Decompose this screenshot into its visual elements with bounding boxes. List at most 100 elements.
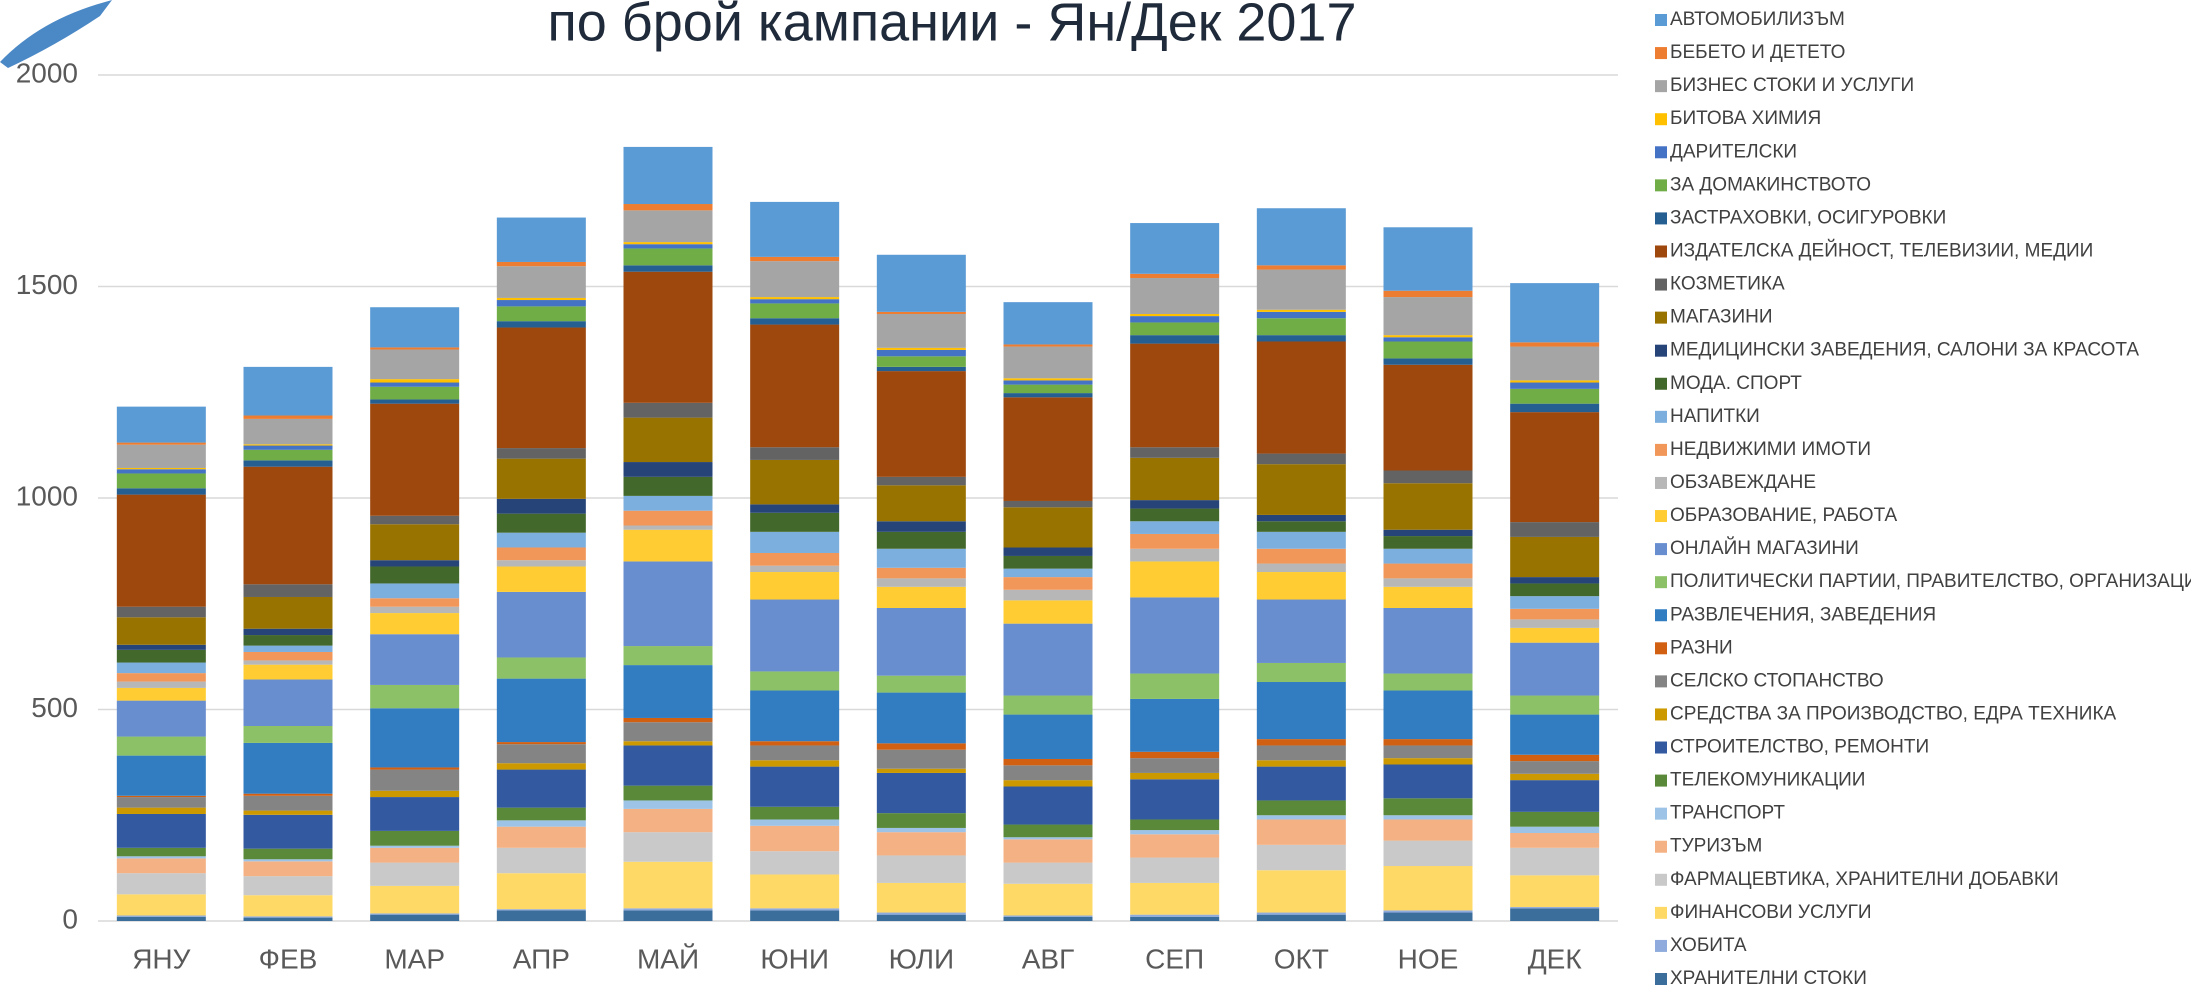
bar-segment (496, 763, 586, 770)
bar-segment (370, 403, 460, 516)
bar-segment (1130, 223, 1220, 274)
bar-segment (1256, 662, 1346, 683)
bar-segment (750, 690, 840, 742)
bar-segment (496, 910, 586, 921)
bar-segment (750, 910, 840, 921)
bar-segment (116, 916, 206, 921)
bar-segment (876, 485, 966, 522)
bar-segment (1003, 500, 1093, 508)
bar-segment (1130, 751, 1220, 759)
legend-swatch (1655, 443, 1667, 456)
bar-segment (1510, 908, 1600, 921)
x-tick-label: СЕП (1145, 943, 1204, 974)
bar-segment (750, 806, 840, 820)
bar-segment (750, 459, 840, 505)
bar-segment (1256, 335, 1346, 342)
bar-segment (1130, 343, 1220, 448)
legend-label: ЗАСТРАХОВКИ, ОСИГУРОВКИ (1670, 207, 1946, 228)
bar-segment (496, 560, 586, 567)
bar-segment (1256, 844, 1346, 871)
bar-segment (1130, 561, 1220, 598)
bar-segment (750, 599, 840, 672)
bar-segment (370, 708, 460, 768)
bar-segment (1003, 765, 1093, 781)
bar-segment (750, 297, 840, 300)
bar-segment (1130, 508, 1220, 522)
bar-segment (116, 687, 206, 701)
legend-swatch (1655, 410, 1667, 423)
bar-segment (876, 813, 966, 828)
bar-segment (1383, 578, 1473, 587)
bar-segment (750, 819, 840, 826)
decoration (0, 0, 112, 68)
bar-segment (623, 495, 713, 511)
x-tick-label: ЮЛИ (889, 943, 955, 974)
legend-swatch (1655, 543, 1667, 556)
bar-segment (1510, 608, 1600, 620)
bar-segment (623, 265, 713, 272)
bar-segment (623, 722, 713, 742)
legend-swatch (1655, 476, 1667, 489)
legend-label: ТЕЛЕКОМУНИКАЦИИ (1670, 770, 1865, 791)
bar-segment (1003, 346, 1093, 379)
bar-segment (243, 584, 333, 597)
bar-segment (750, 741, 840, 746)
bar-segment (1130, 597, 1220, 674)
legend-label: МЕДИЦИНСКИ ЗАВЕДЕНИЯ, САЛОНИ ЗА КРАСОТА (1670, 340, 2139, 361)
bar-segment (1510, 847, 1600, 876)
bar-segment (1256, 819, 1346, 845)
legend-swatch (1655, 80, 1667, 93)
bar-segment (243, 848, 333, 860)
chart-title: по брой кампании - Ян/Дек 2017 (548, 0, 1357, 52)
bar-segment (623, 476, 713, 496)
bar-segment (750, 766, 840, 807)
legend-label: БЕБЕТО И ДЕТЕТО (1670, 42, 1845, 63)
bar-segment (1510, 833, 1600, 848)
bar-segment (1003, 555, 1093, 569)
bar-segment (370, 769, 460, 791)
bar-segment (1003, 568, 1093, 578)
bar-segment (1003, 380, 1093, 385)
bar-segment (623, 717, 713, 723)
bar-segment (1256, 682, 1346, 740)
legend-swatch (1655, 939, 1667, 952)
bar-segment (370, 613, 460, 635)
bar-segment (876, 882, 966, 913)
legend-swatch (1655, 311, 1667, 324)
bar-segment (243, 916, 333, 918)
y-tick-label: 500 (31, 692, 78, 723)
bar-segment (370, 684, 460, 709)
bar-segment (496, 909, 586, 911)
legend-swatch (1655, 708, 1667, 721)
legend-label: ХРАНИТЕЛНИ СТОКИ (1670, 968, 1867, 989)
bar-segment (1383, 563, 1473, 579)
bar-segment (1003, 915, 1093, 917)
bar-segment (116, 858, 206, 874)
bar-segment (876, 311, 966, 314)
bar-segment (1256, 815, 1346, 820)
bar-segment (243, 660, 333, 665)
bar-segment (1510, 380, 1600, 383)
bar-segment (1003, 577, 1093, 590)
bar-segment (1130, 278, 1220, 314)
bar-segment (116, 617, 206, 645)
bar-segment (1383, 840, 1473, 867)
bar-segment (750, 256, 840, 262)
x-tick-label: МАР (384, 943, 445, 974)
bar-segment (750, 572, 840, 600)
bar-segment (876, 567, 966, 579)
bar-segment (1256, 745, 1346, 761)
bar-segment (116, 681, 206, 688)
bar-segment (1003, 378, 1093, 381)
bar-segment (1510, 596, 1600, 609)
bar-segment (1383, 341, 1473, 359)
bar-segment (1510, 695, 1600, 715)
legend-swatch (1655, 642, 1667, 655)
bar-segment (1383, 764, 1473, 799)
y-tick-label: 2000 (16, 57, 78, 88)
bar-segment (1383, 483, 1473, 530)
x-tick-label: АПР (513, 943, 570, 974)
bar-segment (876, 586, 966, 608)
bar-segment (1256, 311, 1346, 319)
